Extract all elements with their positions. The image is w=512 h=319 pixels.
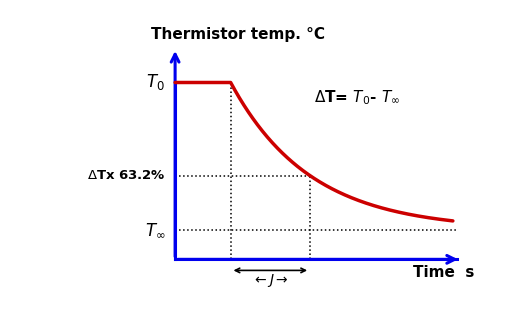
Text: Time  s: Time s — [413, 265, 475, 280]
Text: Thermistor temp. °C: Thermistor temp. °C — [152, 27, 325, 42]
Text: $\leftarrow\mathit{J}\rightarrow$: $\leftarrow\mathit{J}\rightarrow$ — [252, 272, 289, 289]
Text: $T_\infty$: $T_\infty$ — [144, 221, 165, 239]
Text: $T_0$: $T_0$ — [146, 72, 165, 93]
Text: $\Delta$T= $T_0$- $T_\infty$: $\Delta$T= $T_0$- $T_\infty$ — [314, 88, 400, 107]
Text: $\Delta$Tx 63.2%: $\Delta$Tx 63.2% — [87, 169, 165, 182]
